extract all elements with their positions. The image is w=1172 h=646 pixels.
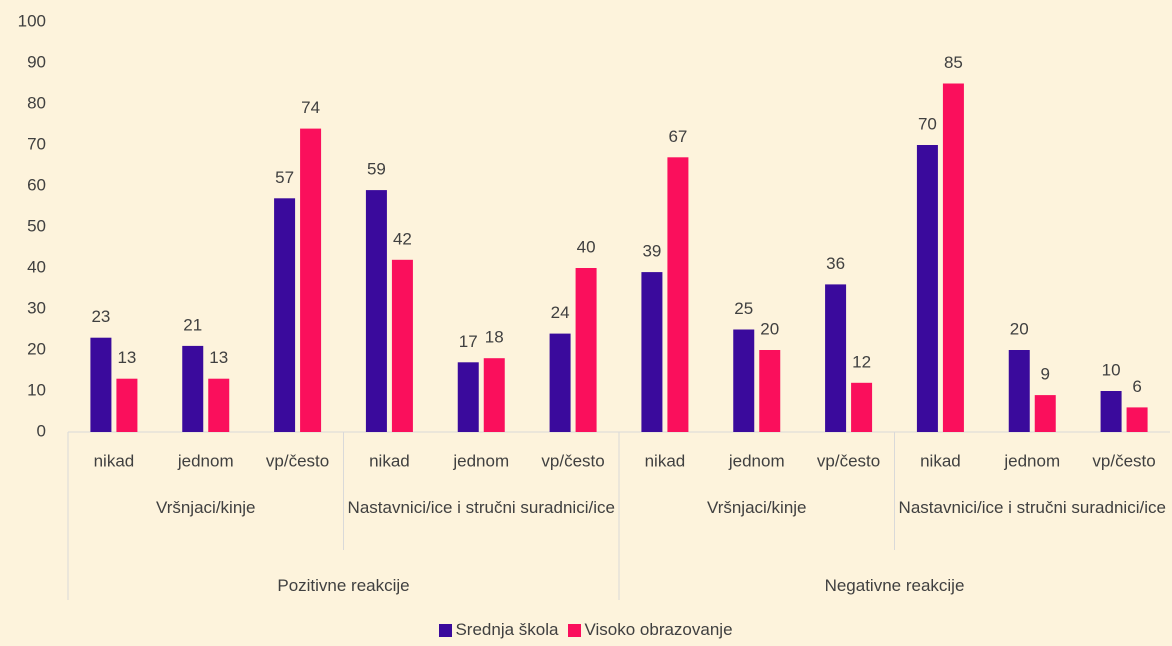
bar: [641, 272, 663, 432]
x-tick-label: jednom: [452, 451, 509, 470]
bar: [300, 128, 322, 432]
bar: [575, 268, 597, 432]
x-tick-label: vp/često: [1092, 451, 1155, 470]
y-tick-label: 80: [27, 93, 46, 112]
data-label: 13: [117, 348, 136, 367]
bar: [667, 157, 689, 433]
data-label: 40: [577, 237, 596, 256]
data-label: 21: [183, 315, 202, 334]
bar: [942, 83, 964, 432]
legend: Srednja škola Visoko obrazovanje: [0, 620, 1172, 640]
bar: [549, 333, 571, 432]
data-label: 10: [1102, 360, 1121, 379]
data-label: 20: [760, 319, 779, 338]
legend-item: Visoko obrazovanje: [568, 620, 733, 640]
data-label: 17: [459, 332, 478, 351]
data-label: 74: [301, 98, 320, 117]
y-tick-label: 30: [27, 298, 46, 317]
data-label: 23: [91, 307, 110, 326]
group-label: Negativne reakcije: [824, 576, 965, 595]
data-label: 6: [1132, 377, 1141, 396]
data-label: 85: [944, 53, 963, 72]
data-label: 70: [918, 114, 937, 133]
x-tick-label: jednom: [1003, 451, 1060, 470]
y-tick-label: 100: [18, 11, 46, 30]
data-label: 18: [485, 328, 504, 347]
y-tick-label: 40: [27, 257, 46, 276]
legend-label: Srednja škola: [455, 620, 559, 639]
legend-label: Visoko obrazovanje: [584, 620, 733, 639]
data-label: 57: [275, 168, 294, 187]
bar: [1008, 350, 1030, 432]
data-label: 12: [852, 352, 871, 371]
x-tick-label: jednom: [177, 451, 234, 470]
bar: [1100, 391, 1122, 432]
data-label: 9: [1041, 365, 1050, 384]
y-tick-label: 50: [27, 216, 46, 235]
bar: [759, 350, 781, 432]
legend-swatch: [568, 623, 582, 637]
y-tick-label: 90: [27, 52, 46, 71]
x-tick-label: vp/često: [541, 451, 604, 470]
x-tick-label: nikad: [369, 451, 410, 470]
group-label: Pozitivne reakcije: [277, 576, 410, 595]
bar: [825, 284, 847, 432]
bar: [274, 198, 296, 432]
data-label: 20: [1010, 319, 1029, 338]
x-tick-label: nikad: [920, 451, 961, 470]
x-tick-label: jednom: [728, 451, 785, 470]
bar: [182, 345, 204, 432]
legend-item: Srednja škola: [439, 620, 558, 640]
data-label: 59: [367, 160, 386, 179]
bar: [916, 145, 938, 432]
subgroup-label: Nastavnici/ice i stručni suradnici/ice: [898, 498, 1166, 517]
x-tick-label: nikad: [94, 451, 135, 470]
bar: [483, 358, 505, 432]
subgroup-label: Vršnjaci/kinje: [155, 498, 256, 517]
bar: [733, 329, 755, 432]
x-tick-label: nikad: [645, 451, 686, 470]
y-tick-label: 60: [27, 175, 46, 194]
bar: [208, 378, 230, 432]
bar: [90, 337, 112, 432]
bar: [1034, 395, 1056, 432]
data-label: 67: [668, 127, 687, 146]
subgroup-label: Nastavnici/ice i stručni suradnici/ice: [347, 498, 615, 517]
bar: [116, 378, 138, 432]
data-label: 36: [826, 254, 845, 273]
legend-swatch: [439, 623, 453, 637]
x-tick-label: vp/često: [266, 451, 329, 470]
bar: [365, 190, 387, 432]
x-tick-label: vp/često: [817, 451, 880, 470]
bar: [1126, 407, 1148, 432]
bar: [391, 259, 413, 432]
data-label: 42: [393, 229, 412, 248]
data-label: 13: [209, 348, 228, 367]
data-label: 25: [734, 299, 753, 318]
y-tick-label: 10: [27, 380, 46, 399]
subgroup-label: Vršnjaci/kinje: [706, 498, 807, 517]
data-label: 39: [642, 242, 661, 261]
bar: [851, 382, 873, 432]
y-tick-label: 0: [37, 421, 46, 440]
y-tick-label: 70: [27, 134, 46, 153]
y-tick-label: 20: [27, 339, 46, 358]
bar: [457, 362, 479, 432]
data-label: 24: [551, 303, 570, 322]
